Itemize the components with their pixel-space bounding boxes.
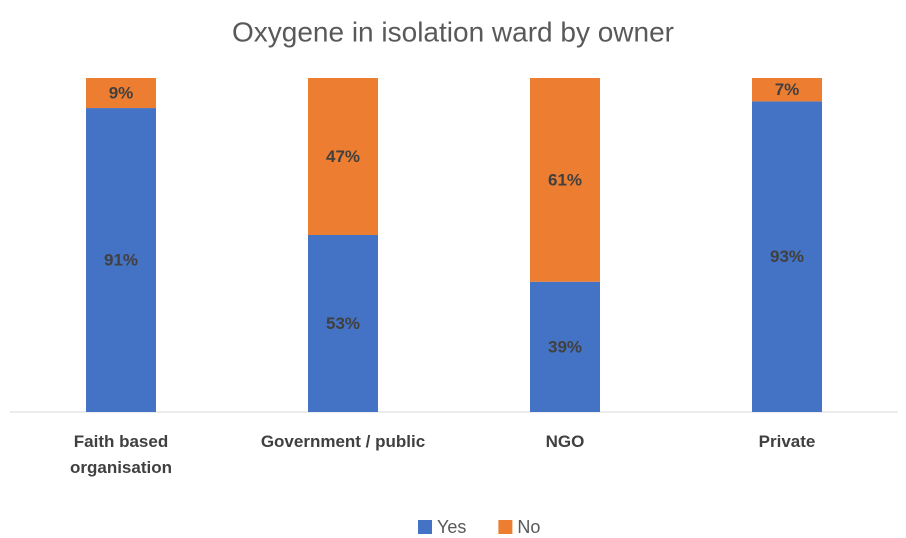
data-label: 93% [770,247,804,266]
x-tick-label: NGO [545,432,585,451]
legend-label: Yes [437,517,466,537]
legend-swatch [498,520,513,534]
data-label: 61% [548,170,582,189]
bar-segment [752,78,822,102]
chart-title: Oxygene in isolation ward by owner [232,16,674,47]
data-label: 91% [104,251,138,270]
bar-segment [308,234,378,412]
bar-segment [752,101,822,412]
data-label: 53% [326,314,360,333]
bar-segment [530,281,600,412]
x-tick-label: Government / public [260,432,426,451]
legend-label: No [517,517,540,537]
bar-segment [86,108,156,412]
data-label: 39% [548,337,582,356]
bar-segment [530,78,600,282]
data-label: 9% [109,84,134,103]
x-tick-label: Private [758,432,816,451]
bar-segment [308,78,378,235]
bar-segment [86,78,156,109]
x-tick-label: Faith based organisation [69,432,172,477]
data-label: 7% [775,80,800,99]
legend-swatch [418,520,432,534]
data-label: 47% [326,147,360,166]
